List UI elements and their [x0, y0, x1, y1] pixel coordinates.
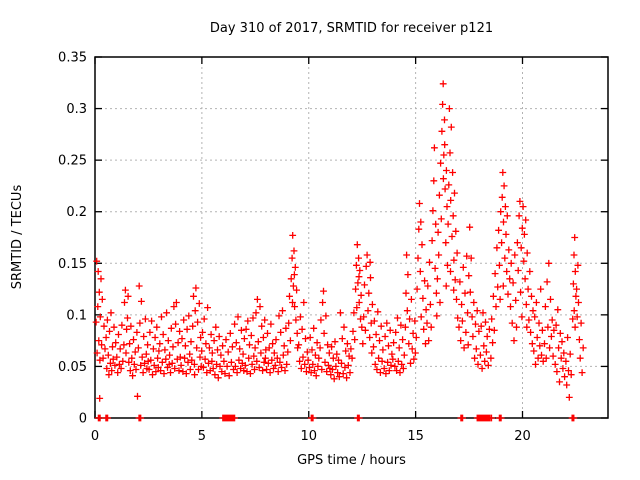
plot-border	[94, 56, 609, 419]
y-tick-label: 0.2	[66, 205, 87, 220]
x-axis-label: GPS time / hours	[297, 453, 406, 468]
x-tick-label: 0	[91, 429, 99, 444]
y-tick-label: 0	[79, 412, 87, 427]
x-tick-label: 20	[514, 429, 531, 444]
y-axis-label: SRMTID / TECUs	[10, 184, 25, 290]
chart-title: Day 310 of 2017, SRMTID for receiver p12…	[209, 21, 494, 36]
x-tick-label: 5	[198, 429, 206, 444]
y-tick-label: 0.3	[66, 102, 87, 117]
y-tick-label: 0.25	[58, 154, 87, 169]
x-tick-label: 10	[300, 429, 317, 444]
y-tick-label: 0.05	[58, 360, 87, 375]
y-tick-label: 0.1	[66, 308, 87, 323]
x-tick-label: 15	[407, 429, 424, 444]
data-points-SRMTID	[92, 80, 587, 422]
y-tick-label: 0.15	[58, 257, 87, 272]
y-tick-label: 0.35	[58, 51, 87, 66]
